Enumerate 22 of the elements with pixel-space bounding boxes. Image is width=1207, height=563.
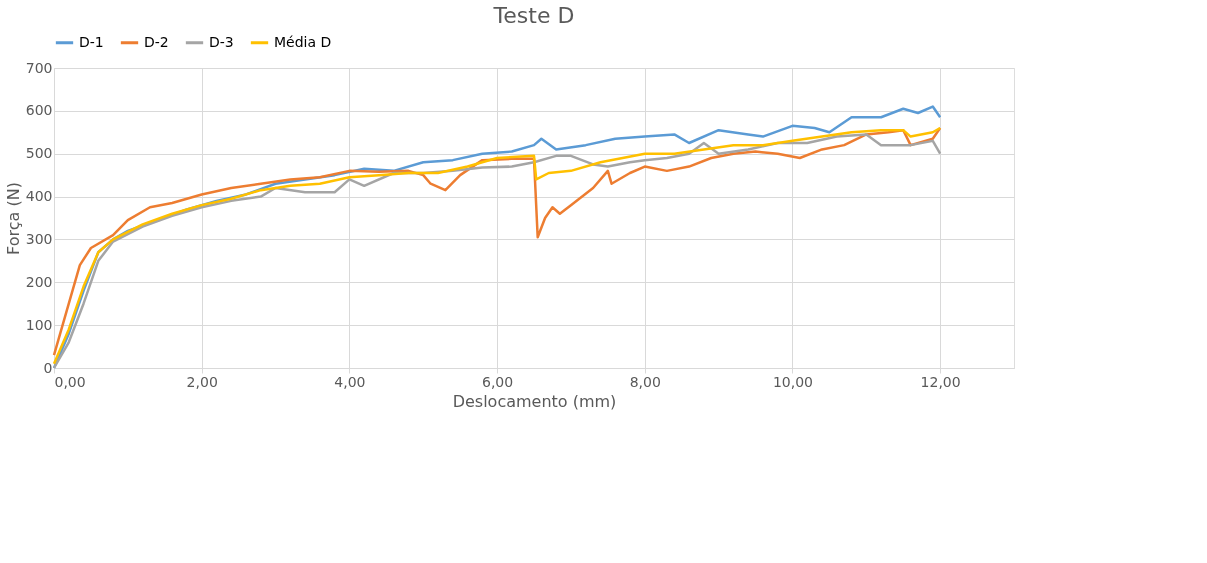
chart-title: Teste D bbox=[492, 3, 575, 28]
y-tick-label: 0 bbox=[43, 359, 53, 376]
legend-label: D-3 bbox=[209, 33, 234, 50]
y-tick-label: 100 bbox=[25, 316, 53, 333]
x-tick-label: 12,00 bbox=[920, 373, 961, 390]
y-axis-title: Força (N) bbox=[3, 182, 23, 255]
legend-label: Média D bbox=[274, 33, 332, 50]
x-tick-label: 4,00 bbox=[334, 373, 366, 390]
x-tick-label: 8,00 bbox=[629, 373, 661, 390]
x-tick-label: 0,00 bbox=[54, 373, 86, 390]
y-tick-label: 400 bbox=[25, 188, 53, 205]
legend-label: D-2 bbox=[144, 33, 169, 50]
legend-label: D-1 bbox=[79, 33, 104, 50]
y-tick-label: 600 bbox=[25, 102, 53, 119]
y-tick-label: 500 bbox=[25, 145, 53, 162]
y-tick-label: 700 bbox=[25, 59, 53, 76]
x-tick-label: 10,00 bbox=[772, 373, 814, 390]
x-tick-label: 6,00 bbox=[481, 373, 514, 390]
x-axis-title: Deslocamento (mm) bbox=[452, 391, 617, 411]
x-tick-label: 2,00 bbox=[186, 373, 218, 390]
y-tick-label: 200 bbox=[25, 273, 53, 290]
y-tick-label: 300 bbox=[25, 230, 53, 247]
